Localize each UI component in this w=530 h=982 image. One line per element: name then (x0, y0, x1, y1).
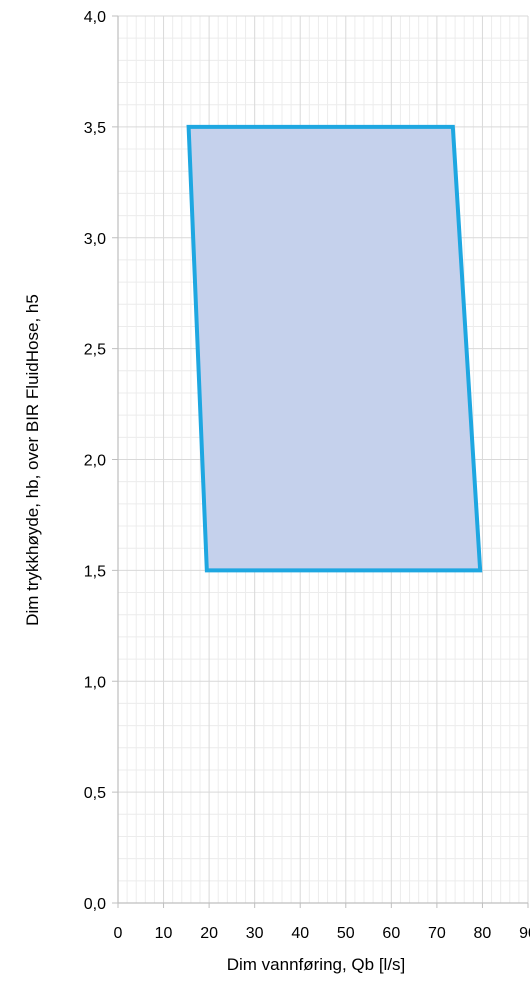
x-tick-label: 70 (428, 925, 446, 942)
y-tick-label: 0,5 (84, 785, 106, 802)
y-tick-label: 1,5 (84, 563, 106, 580)
y-tick-label: 1,0 (84, 674, 106, 691)
y-tick-label: 0,0 (84, 896, 106, 913)
x-tick-label: 40 (291, 925, 309, 942)
x-tick-label: 30 (246, 925, 264, 942)
y-tick-label: 2,0 (84, 453, 106, 470)
axes (112, 15, 529, 908)
x-tick-label: 60 (382, 925, 400, 942)
tick-labels: 0,0 0,5 1,0 1,5 2,0 2,5 3,0 3,5 4,0 0 10 20 30 40 50 60… (84, 9, 530, 942)
y-tick-label: 3,5 (84, 120, 106, 137)
x-axis-title: Dim vannføring, Qb [l/s] (227, 955, 406, 974)
y-tick-label: 3,0 (84, 231, 106, 248)
y-tick-label: 4,0 (84, 9, 106, 26)
x-tick-label: 0 (114, 925, 123, 942)
x-tick-label: 20 (200, 925, 218, 942)
x-tick-label: 50 (337, 925, 355, 942)
y-axis-title: Dim trykkhøyde, hb, over BIR FluidHose, … (23, 294, 42, 626)
operating-range-area (186, 124, 483, 573)
x-tick-label: 10 (155, 925, 173, 942)
x-tick-label: 90 (519, 925, 530, 942)
series-layer (186, 124, 483, 573)
y-tick-label: 2,5 (84, 342, 106, 359)
x-tick-label: 80 (474, 925, 492, 942)
